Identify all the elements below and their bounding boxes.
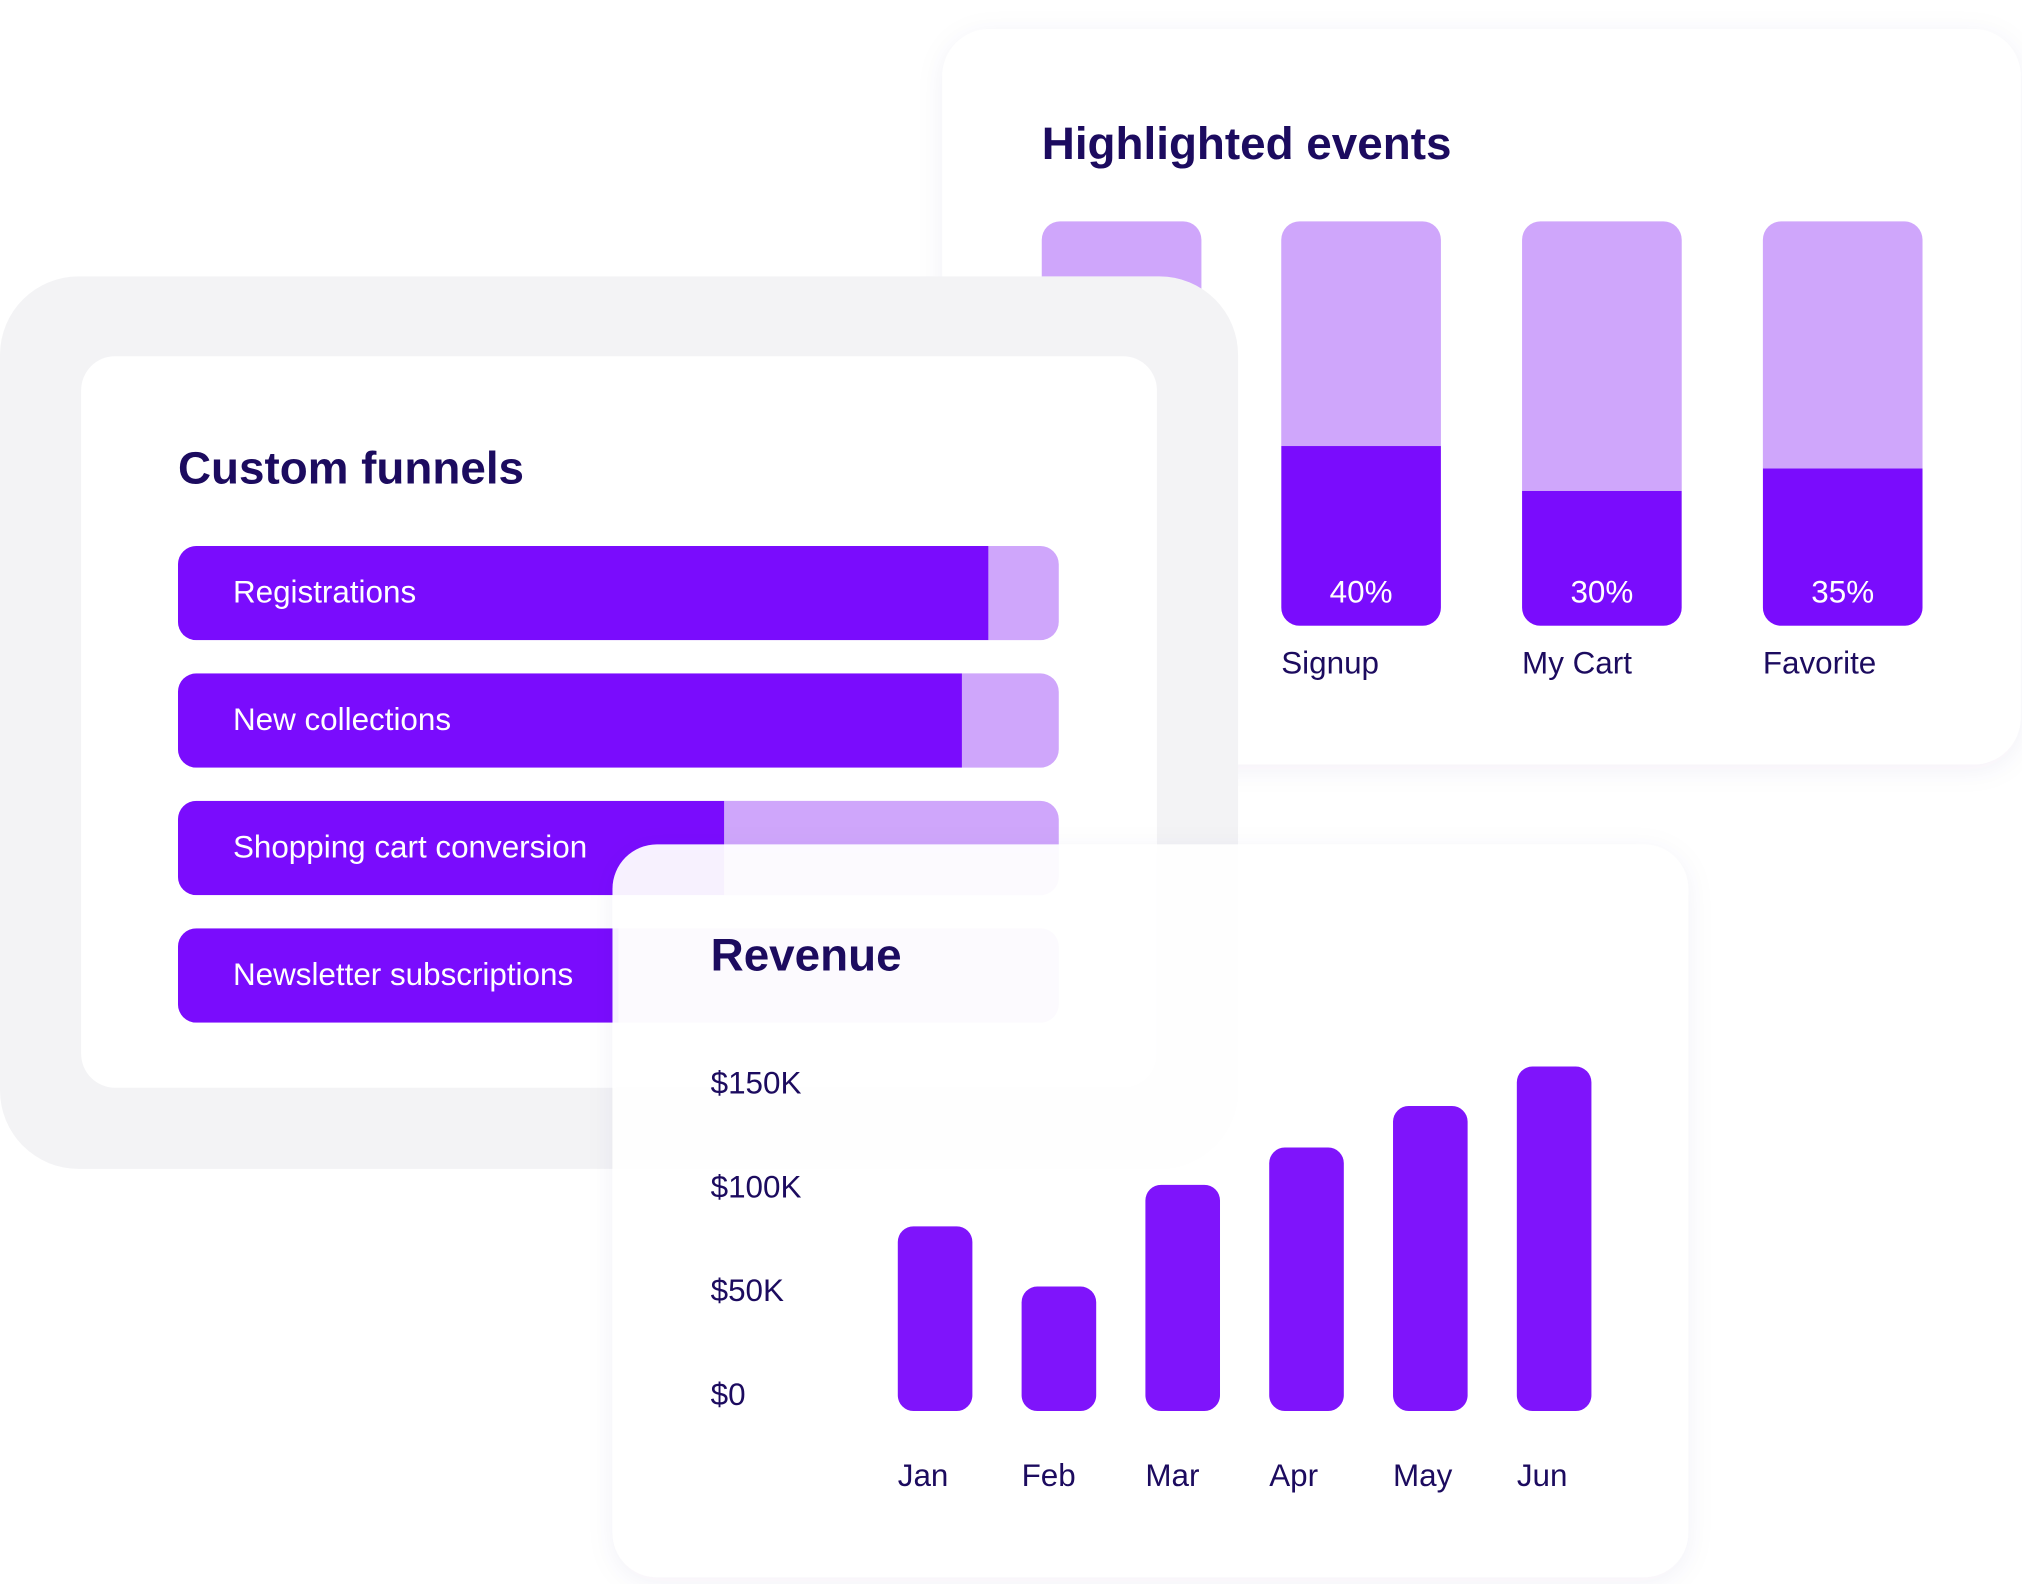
- value-label: 30%: [1570, 575, 1633, 610]
- bar: [1522, 490, 1682, 626]
- bar: [897, 1226, 973, 1412]
- bar: [1145, 1184, 1221, 1412]
- revenue-card: Revenue $0 $50K $100K $150K Jan Feb Mar Apr May J…: [612, 844, 1689, 1578]
- bar-label: Shopping cart conversion: [233, 830, 587, 865]
- x-tick-label: Jun: [1517, 1458, 1568, 1493]
- bar: [1269, 1147, 1344, 1412]
- bar: [1393, 1105, 1468, 1412]
- bar: [1281, 446, 1441, 626]
- x-tick-label: May: [1393, 1458, 1453, 1493]
- x-tick-label: Mar: [1145, 1458, 1199, 1493]
- bar-label: Newsletter subscriptions: [233, 957, 573, 992]
- bar-label: New collections: [233, 702, 451, 737]
- x-tick-label: Feb: [1022, 1458, 1076, 1493]
- bar: [1021, 1286, 1097, 1412]
- bar: [1516, 1066, 1592, 1412]
- bar: [177, 673, 962, 768]
- y-tick-label: $100K: [711, 1169, 802, 1204]
- y-tick-label: $50K: [711, 1273, 784, 1308]
- value-label: 40%: [1330, 575, 1393, 610]
- y-tick-label: $0: [711, 1377, 746, 1412]
- y-tick-label: $150K: [711, 1066, 802, 1101]
- card-title: Highlighted events: [1042, 118, 1452, 169]
- card-title: Custom funnels: [178, 442, 524, 493]
- x-tick-label: Apr: [1269, 1458, 1318, 1493]
- value-label: 35%: [1811, 575, 1874, 610]
- bar: [177, 545, 989, 641]
- bar: [177, 928, 619, 1023]
- x-tick-label: Jan: [898, 1458, 949, 1493]
- category-label: Favorite: [1763, 645, 1876, 680]
- category-label: My Cart: [1522, 645, 1632, 680]
- category-label: Signup: [1281, 645, 1379, 680]
- bar-label: Registrations: [233, 575, 416, 610]
- bar: [1762, 468, 1923, 626]
- card-title: Revenue: [711, 929, 902, 980]
